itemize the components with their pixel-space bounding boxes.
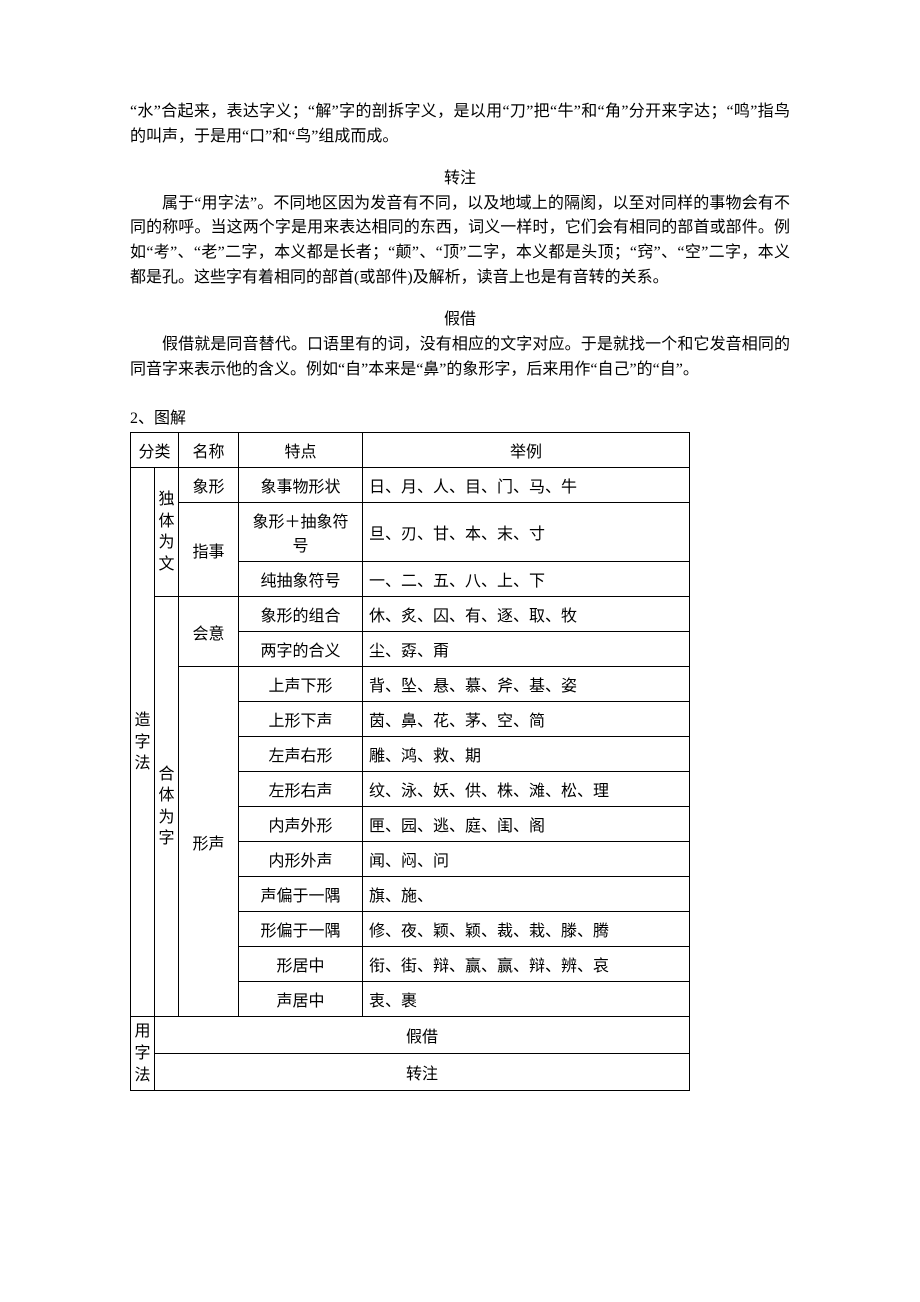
table-row: 转注 bbox=[131, 1054, 690, 1091]
cell-feat: 两字的合义 bbox=[239, 632, 363, 667]
cell-feat: 左形右声 bbox=[239, 772, 363, 807]
cell-zaozifa: 造字法 bbox=[131, 468, 155, 1017]
table-row: 合体为字 会意 象形的组合 休、炙、囚、有、逐、取、牧 bbox=[131, 597, 690, 632]
cell-feat: 上声下形 bbox=[239, 667, 363, 702]
cell-ex: 衔、街、辩、赢、赢、辩、辨、哀 bbox=[363, 947, 690, 982]
cell-ex: 雕、鸿、救、期 bbox=[363, 737, 690, 772]
cell-feat: 左声右形 bbox=[239, 737, 363, 772]
table-row: 用字法 假借 bbox=[131, 1017, 690, 1054]
cell-ex: 修、夜、颖、颖、裁、栽、滕、腾 bbox=[363, 912, 690, 947]
cell-ex: 闻、闷、问 bbox=[363, 842, 690, 877]
cell-dutiweiwen: 独体为文 bbox=[155, 468, 179, 597]
th-example: 举例 bbox=[363, 433, 690, 468]
cell-ex: 匣、园、逃、庭、闺、阁 bbox=[363, 807, 690, 842]
cell-feat: 内声外形 bbox=[239, 807, 363, 842]
dutiweiwen-label: 独体为文 bbox=[159, 489, 175, 575]
cell-name: 象形 bbox=[179, 468, 239, 503]
jiajie-paragraph: 假借就是同音替代。口语里有的词，没有相应的文字对应。于是就找一个和它发音相同的同… bbox=[130, 333, 790, 383]
cell-hetiweizi: 合体为字 bbox=[155, 597, 179, 1017]
cell-ex: 旗、施、 bbox=[363, 877, 690, 912]
cell-feat: 形居中 bbox=[239, 947, 363, 982]
cell-ex: 茵、鼻、花、茅、空、简 bbox=[363, 702, 690, 737]
cell-name: 指事 bbox=[179, 503, 239, 597]
table-header-row: 分类 名称 特点 举例 bbox=[131, 433, 690, 468]
cell-ex: 一、二、五、八、上、下 bbox=[363, 562, 690, 597]
cell-feat: 声居中 bbox=[239, 982, 363, 1017]
cell-yong-row: 转注 bbox=[155, 1054, 690, 1091]
zhuanzhu-title: 转注 bbox=[130, 164, 790, 188]
cell-ex: 日、月、人、目、门、马、牛 bbox=[363, 468, 690, 503]
hetiweizi-label: 合体为字 bbox=[159, 764, 175, 850]
cell-feat: 象形的组合 bbox=[239, 597, 363, 632]
cell-feat: 上形下声 bbox=[239, 702, 363, 737]
cell-feat: 声偏于一隅 bbox=[239, 877, 363, 912]
zaozifa-label: 造字法 bbox=[135, 710, 151, 775]
cell-feat: 形偏于一隅 bbox=[239, 912, 363, 947]
cell-yongzifa: 用字法 bbox=[131, 1017, 155, 1091]
list-label: 2、图解 bbox=[130, 404, 790, 428]
cell-feat: 象形＋抽象符号 bbox=[239, 503, 363, 562]
cell-feat: 纯抽象符号 bbox=[239, 562, 363, 597]
intro-paragraph: “水”合起来，表达字义；“解”字的剖拆字义，是以用“刀”把“牛”和“角”分开来字… bbox=[130, 100, 790, 150]
cell-feat: 象事物形状 bbox=[239, 468, 363, 503]
cell-ex: 旦、刃、甘、本、末、寸 bbox=[363, 503, 690, 562]
table-row: 指事 象形＋抽象符号 旦、刃、甘、本、末、寸 bbox=[131, 503, 690, 562]
cell-ex: 尘、孬、甭 bbox=[363, 632, 690, 667]
th-name: 名称 bbox=[179, 433, 239, 468]
liushu-table: 分类 名称 特点 举例 造字法 独体为文 象形 象事物形状 日、月、人、目、门、… bbox=[130, 432, 690, 1091]
cell-feat: 内形外声 bbox=[239, 842, 363, 877]
jiajie-title: 假借 bbox=[130, 305, 790, 329]
cell-ex: 背、坠、悬、慕、斧、基、姿 bbox=[363, 667, 690, 702]
yongzifa-label: 用字法 bbox=[135, 1021, 151, 1086]
table-row: 形声 上声下形 背、坠、悬、慕、斧、基、姿 bbox=[131, 667, 690, 702]
th-category: 分类 bbox=[131, 433, 179, 468]
cell-ex: 衷、裹 bbox=[363, 982, 690, 1017]
jiajie-section: 假借 假借就是同音替代。口语里有的词，没有相应的文字对应。于是就找一个和它发音相… bbox=[130, 305, 790, 383]
cell-name: 会意 bbox=[179, 597, 239, 667]
table-row: 造字法 独体为文 象形 象事物形状 日、月、人、目、门、马、牛 bbox=[131, 468, 690, 503]
cell-ex: 纹、泳、妖、供、株、滩、松、理 bbox=[363, 772, 690, 807]
zhuanzhu-section: 转注 属于“用字法”。不同地区因为发音有不同，以及地域上的隔阂，以至对同样的事物… bbox=[130, 164, 790, 291]
cell-ex: 休、炙、囚、有、逐、取、牧 bbox=[363, 597, 690, 632]
th-feature: 特点 bbox=[239, 433, 363, 468]
cell-name: 形声 bbox=[179, 667, 239, 1017]
zhuanzhu-paragraph: 属于“用字法”。不同地区因为发音有不同，以及地域上的隔阂，以至对同样的事物会有不… bbox=[130, 192, 790, 291]
cell-yong-row: 假借 bbox=[155, 1017, 690, 1054]
